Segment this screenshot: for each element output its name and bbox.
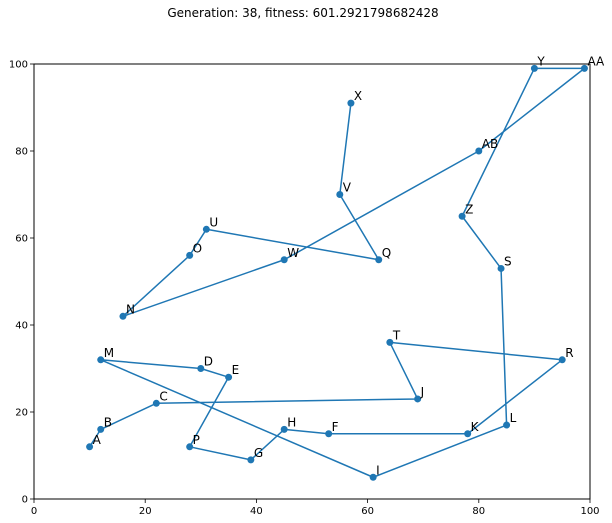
city-point [197,365,205,372]
city-label: C [159,389,167,403]
city-point [186,251,194,259]
city-point [458,212,466,220]
city-label: L [510,411,517,425]
y-tick-label: 60 [15,234,28,245]
city-point [202,225,210,233]
x-tick-label: 40 [250,506,263,517]
city-point [325,430,333,438]
route-line [88,67,586,478]
y-tick-label: 80 [15,147,28,158]
city-point [386,338,394,346]
city-label: E [232,363,240,377]
city-point [369,473,377,481]
city-label: R [565,346,573,360]
city-point [336,191,344,198]
city-label: F [332,420,339,434]
city-label: V [343,181,352,195]
city-point [97,425,105,433]
city-label: H [287,415,296,429]
city-point [152,399,160,407]
y-tick-label: 40 [15,321,28,332]
x-axis: 0 20 40 60 80 100 [31,499,600,517]
city-point [97,356,105,364]
city-point [86,443,94,451]
x-tick-label: 80 [472,506,485,517]
city-label: X [354,89,362,103]
city-point [375,256,383,264]
chart-title: Generation: 38, fitness: 601.29217986824… [167,6,438,20]
city-label: T [392,328,401,342]
city-point [475,147,483,155]
city-point [280,425,288,433]
y-axis: 0 20 40 60 80 100 [9,60,34,506]
city-point [347,99,355,107]
city-label: AB [482,137,498,151]
city-label: W [287,246,299,260]
x-tick-label: 100 [580,506,599,517]
city-label: Z [465,202,473,216]
city-label: U [209,215,218,229]
city-label: M [104,346,114,360]
city-label: N [126,302,135,316]
city-point [530,64,538,72]
city-point [186,443,194,451]
city-point [247,456,255,464]
city-label: K [471,420,480,434]
city-label: P [193,433,200,447]
city-label: Y [536,54,545,68]
city-label: AA [587,54,605,68]
x-tick-label: 60 [361,506,374,517]
city-point [558,356,566,364]
city-point [119,312,127,320]
city-point [464,430,472,438]
city-label: S [504,254,512,268]
city-label: Q [382,246,391,260]
city-point [503,421,511,429]
city-point [414,395,422,403]
y-tick-label: 20 [15,408,28,419]
x-tick-label: 20 [139,506,152,517]
city-label: B [104,415,112,429]
y-tick-label: 100 [9,60,28,71]
city-label: I [376,463,380,477]
city-point [497,264,505,272]
city-point [225,373,233,381]
city-label: G [254,446,263,460]
city-label: O [193,241,202,255]
y-tick-label: 0 [22,495,28,506]
x-tick-label: 0 [31,506,37,517]
city-label: D [204,355,213,369]
city-label: A [93,433,102,447]
city-label: J [420,385,425,399]
city-point [580,64,588,72]
plot-frame [33,63,591,500]
city-point [280,256,288,264]
